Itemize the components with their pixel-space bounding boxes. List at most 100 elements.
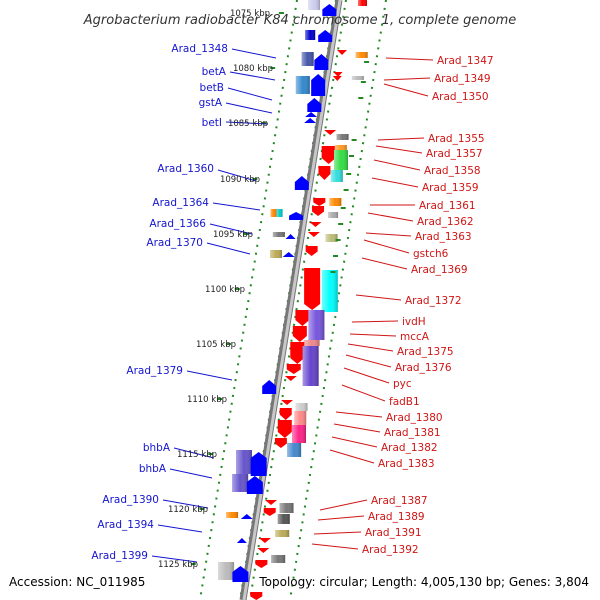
gene-label[interactable]: Arad_1359 — [422, 182, 479, 194]
gene-label[interactable]: Arad_1382 — [381, 442, 438, 454]
label-leader — [373, 159, 421, 171]
gene-label[interactable]: Arad_1370 — [146, 237, 203, 249]
gene-block-shade — [329, 198, 342, 206]
label-leader — [331, 436, 378, 448]
reverse-gene-arrow — [311, 74, 326, 96]
gene-label[interactable]: Arad_1366 — [149, 218, 206, 230]
gene-block-shade — [303, 340, 320, 346]
gene-label[interactable]: Arad_1390 — [102, 494, 159, 506]
label-leader — [351, 320, 399, 323]
reverse-gene-arrow — [294, 176, 309, 190]
gene-label[interactable]: Arad_1375 — [397, 346, 454, 358]
gene-block-shade — [272, 232, 285, 237]
gene-label[interactable]: Arad_1358 — [424, 165, 481, 177]
gene-label[interactable]: pyc — [393, 378, 412, 390]
gene-label[interactable]: ivdH — [402, 316, 426, 328]
gene-label[interactable]: Arad_1387 — [371, 495, 428, 507]
label-leader — [349, 333, 397, 337]
gene-label[interactable]: Arad_1369 — [411, 264, 468, 276]
label-leader — [209, 223, 253, 235]
kbp-tick-label: 1100 kbp — [205, 285, 245, 295]
label-leaders — [151, 12, 434, 565]
label-leader — [311, 543, 359, 550]
right-gene-labels: Arad_1347 Arad_1349 Arad_1350 Arad_1355 … — [362, 55, 494, 556]
forward-gene-arrow — [304, 268, 321, 310]
label-leader — [329, 449, 375, 464]
gene-label[interactable]: betI — [202, 117, 222, 129]
gene-block-shade — [271, 555, 286, 563]
map-title: Agrobacterium radiobacter K84 chromosome… — [83, 13, 516, 28]
gene-block-shade — [218, 562, 235, 580]
gene-label[interactable]: Arad_1392 — [362, 544, 419, 556]
label-leader — [173, 447, 215, 459]
gene-label[interactable]: Arad_1360 — [157, 163, 214, 175]
gene-label[interactable]: Arad_1350 — [432, 91, 489, 103]
gene-block-shade — [275, 530, 290, 537]
gene-label[interactable]: Arad_1379 — [126, 365, 183, 377]
gene-label[interactable]: Arad_1394 — [97, 519, 154, 531]
gene-label[interactable]: Arad_1347 — [437, 55, 494, 67]
gene-label[interactable]: Arad_1364 — [152, 197, 209, 209]
gene-block-shade — [308, 0, 320, 10]
label-leader — [313, 531, 362, 535]
backbone — [239, 0, 343, 600]
label-leader — [377, 137, 425, 141]
kbp-tick-label: 1110 kbp — [187, 395, 227, 405]
gene-label[interactable]: Arad_1383 — [378, 458, 435, 470]
gene-label[interactable]: Arad_1348 — [171, 43, 228, 55]
reverse-gene-arrow — [322, 4, 337, 16]
gene-block-shade — [336, 134, 349, 140]
gene-label[interactable]: Arad_1399 — [91, 550, 148, 562]
gene-label[interactable]: Arad_1391 — [365, 527, 422, 539]
gene-label[interactable]: Arad_1355 — [428, 133, 485, 145]
forward-gene-arrow — [250, 592, 263, 600]
gene-label[interactable]: Arad_1363 — [415, 231, 472, 243]
forward-gene-arrow — [337, 50, 347, 55]
gene-block-shade — [351, 76, 364, 80]
forward-gene-arrow — [277, 420, 292, 438]
gene-block-shade — [334, 150, 348, 170]
reverse-gene-arrow — [236, 538, 247, 543]
gene-label[interactable]: gstA — [199, 97, 223, 109]
gene-block-shade — [232, 474, 249, 492]
forward-gene-arrow — [312, 206, 325, 216]
gene-block-shade — [321, 270, 338, 312]
label-leader — [151, 555, 198, 563]
gene-label[interactable]: Arad_1361 — [419, 200, 476, 212]
forward-gene-arrow — [332, 76, 342, 81]
gene-label[interactable]: Arad_1389 — [368, 511, 425, 523]
gene-label[interactable]: Arad_1372 — [405, 295, 462, 307]
gene-label[interactable]: betA — [202, 66, 227, 78]
forward-gene-arrow — [295, 310, 310, 326]
gene-block-shade — [236, 450, 252, 474]
gene-label[interactable]: Arad_1376 — [395, 362, 452, 374]
kbp-tick-label: 1105 kbp — [196, 340, 236, 350]
label-leader — [363, 239, 410, 254]
forward-gene-arrow — [290, 342, 305, 364]
reverse-gene-arrow — [285, 234, 296, 239]
gene-label[interactable]: bhbA — [139, 463, 167, 475]
forward-gene-arrow — [281, 400, 293, 405]
gene-label[interactable]: Arad_1381 — [384, 427, 441, 439]
gene-label[interactable]: Arad_1380 — [386, 412, 443, 424]
gene-label[interactable]: mccA — [400, 331, 430, 343]
gene-block-shade — [279, 503, 294, 513]
forward-gene-arrow — [309, 222, 322, 227]
gene-label[interactable]: Arad_1357 — [426, 148, 483, 160]
gene-label[interactable]: betB — [200, 82, 224, 94]
label-leader — [375, 145, 423, 154]
forward-gene-arrow — [286, 364, 301, 374]
gene-block-shade — [301, 52, 314, 66]
kbp-ticks: 1075 kbp 1080 kbp 1085 kbp 1090 kbp 1095… — [158, 9, 273, 570]
gene-label[interactable]: Arad_1362 — [417, 216, 474, 228]
gene-label[interactable]: gstch6 — [413, 248, 449, 260]
gene-label[interactable]: fadB1 — [389, 396, 420, 408]
gene-label[interactable]: bhbA — [143, 442, 171, 454]
kbp-tick-label: 1125 kbp — [158, 560, 198, 570]
reverse-gene-arrow — [232, 566, 249, 582]
label-leader — [361, 257, 408, 270]
gene-label[interactable]: Arad_1349 — [434, 73, 491, 85]
forward-gene-arrow — [279, 408, 292, 420]
label-leader — [367, 212, 414, 222]
